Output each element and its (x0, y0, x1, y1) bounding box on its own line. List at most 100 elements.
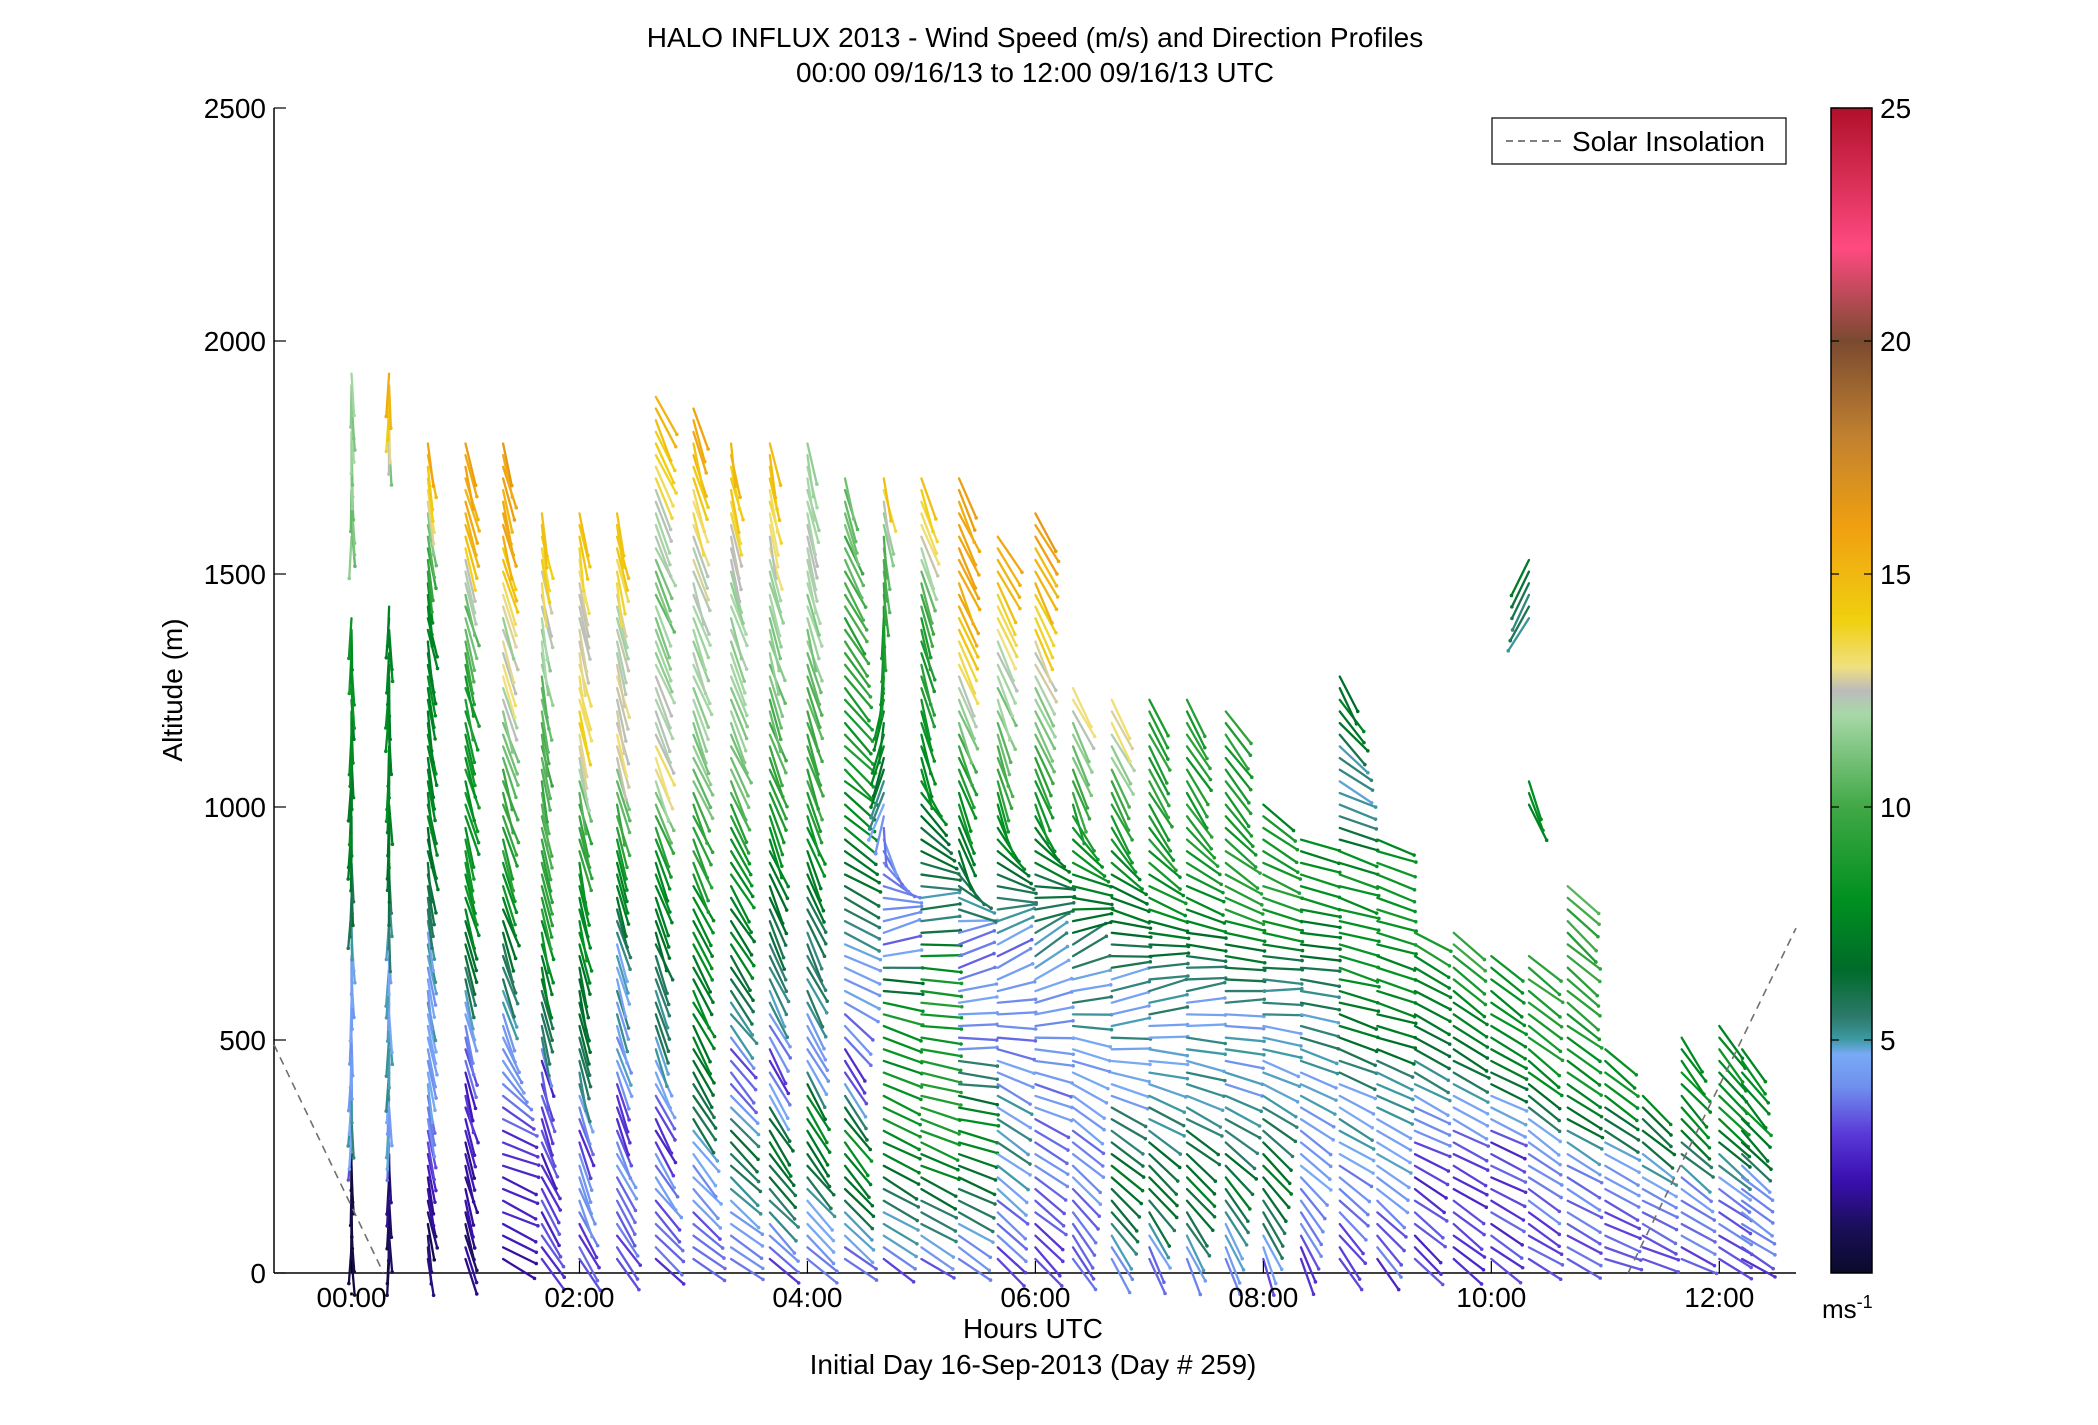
wind-barb (768, 1083, 789, 1120)
wind-barb-tip (992, 1216, 996, 1220)
wind-barb-tip (1050, 667, 1055, 672)
x-tick-label: 10:00 (1456, 1282, 1526, 1313)
wind-barb-tip (929, 771, 933, 776)
wind-barb (1718, 1153, 1749, 1182)
wind-barb (1338, 1176, 1371, 1203)
wind-barb-tip (1033, 1027, 1038, 1031)
wind-barb (882, 1094, 921, 1116)
wind-barb-tip (474, 1049, 479, 1053)
wind-barb-tip (823, 942, 828, 946)
wind-barb (1338, 1118, 1374, 1142)
wind-barb-tip (513, 1060, 517, 1065)
wind-barb-tip (622, 554, 626, 558)
wind-barb (957, 756, 978, 796)
wind-barb-tip (1147, 979, 1152, 984)
wind-barb-tip (1046, 841, 1051, 845)
wind-barb-tip (1262, 949, 1267, 953)
wind-barb-tip (792, 1251, 797, 1255)
wind-barb-tip (387, 1085, 392, 1090)
wind-barb (1224, 998, 1266, 1004)
wind-barb-tip (677, 1239, 682, 1244)
wind-barb (1299, 920, 1342, 929)
wind-barb (806, 733, 820, 776)
wind-barb (1413, 1176, 1448, 1200)
wind-barb-tip (871, 1214, 876, 1219)
wind-barb (996, 947, 1032, 969)
wind-barb (1110, 791, 1130, 832)
wind-barb-tip (350, 1004, 355, 1008)
wind-barb (615, 547, 629, 592)
wind-barb (1527, 1036, 1564, 1062)
wind-barb (654, 465, 675, 508)
wind-barb (578, 1141, 592, 1180)
wind-barb-tip (1404, 1235, 1408, 1239)
wind-barb-tip (1032, 979, 1037, 984)
wind-barb-tip (349, 1235, 354, 1239)
wind-barb (1034, 921, 1069, 946)
wind-barb (1376, 966, 1417, 982)
wind-barb (1740, 1234, 1777, 1256)
wind-barb (806, 989, 824, 1028)
wind-barb (540, 1094, 556, 1133)
wind-barb-tip (1143, 1136, 1148, 1141)
wind-barb-tip (1484, 1069, 1489, 1073)
wind-barb-tip (545, 715, 549, 720)
wind-barb (1452, 1234, 1486, 1259)
wind-barb-tip (550, 854, 554, 858)
wind-barb (1262, 931, 1304, 943)
wind-barb (578, 1164, 592, 1204)
wind-barb (806, 1059, 828, 1096)
wind-barb-tip (620, 623, 624, 628)
wind-barb-tip (1055, 572, 1059, 576)
wind-barb (1338, 1199, 1370, 1227)
wind-barb-tip (1506, 648, 1511, 653)
wind-barb (1718, 1141, 1752, 1169)
wind-barb-tip (1520, 1265, 1525, 1270)
wind-barb (957, 982, 998, 993)
wind-barb (920, 803, 948, 837)
wind-barb-tip (869, 815, 873, 820)
wind-barb-tip (589, 969, 594, 973)
wind-barb-tip (1032, 887, 1036, 892)
wind-barb-tip (959, 981, 964, 986)
wind-barb (957, 500, 976, 544)
wind-barb-tip (1258, 871, 1262, 875)
wind-barb-tip (869, 805, 873, 809)
wind-barb (729, 652, 746, 695)
wind-barb (654, 395, 679, 436)
wind-barb-tip (625, 1061, 629, 1065)
wind-barb (1185, 1153, 1217, 1183)
wind-barb (996, 675, 1014, 718)
wind-barb (385, 1036, 391, 1078)
wind-barb (578, 523, 592, 568)
wind-barb-tip (1166, 791, 1171, 796)
wind-barb-tip (351, 714, 355, 719)
wind-barb (996, 721, 1012, 764)
wind-barb-tip (1396, 1287, 1401, 1292)
wind-barb (1034, 1257, 1063, 1288)
wind-barb (692, 1246, 727, 1270)
wind-barb (1413, 1024, 1451, 1046)
wind-barb (692, 675, 713, 716)
wind-barb (1604, 1059, 1636, 1090)
wind-barb-tip (1166, 1255, 1171, 1260)
wind-barb (1376, 908, 1417, 923)
wind-barb-tip (748, 988, 752, 993)
wind-barb-tip (711, 1000, 715, 1005)
wind-barb (1641, 1106, 1673, 1137)
wind-barb (1740, 1187, 1774, 1213)
wind-barb-tip (1331, 1125, 1336, 1129)
wind-barb (1224, 920, 1266, 932)
wind-barb-tip (992, 940, 997, 945)
wind-barb-tip (352, 703, 356, 707)
wind-barb-tip (1446, 1078, 1451, 1083)
wind-barb (387, 1199, 393, 1239)
wind-barb-tip (1218, 872, 1222, 877)
wind-barb-tip (561, 1264, 566, 1269)
wind-barb (729, 943, 754, 980)
wind-barb-tip (1010, 794, 1015, 799)
wind-barb-tip (1373, 1063, 1378, 1068)
wind-barb-tip (817, 656, 821, 661)
wind-barb-tip (939, 814, 943, 819)
wind-barb (729, 1199, 760, 1229)
